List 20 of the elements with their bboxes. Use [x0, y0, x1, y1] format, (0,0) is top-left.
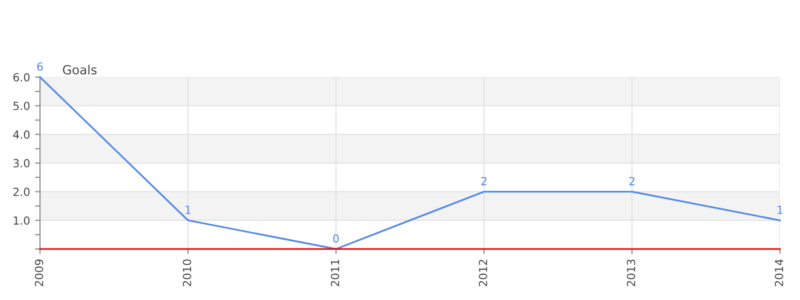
- y-tick-label: 2.0: [13, 188, 30, 196]
- y-tick-label: 1.0: [14, 216, 30, 225]
- data-label: 1: [186, 206, 191, 214]
- y-tick-label: 5.0: [13, 102, 30, 110]
- y-tick-label: 4.0: [13, 130, 30, 139]
- y-tick-label: 3.0: [13, 159, 30, 168]
- chart-title: Goals: [62, 64, 97, 74]
- y-tick-label: 6.0: [13, 73, 30, 82]
- data-label: 6: [37, 62, 43, 71]
- x-tick-label: 2013: [626, 260, 636, 286]
- data-label: 1: [778, 206, 783, 214]
- data-label: 0: [333, 234, 339, 243]
- data-label: 2: [629, 176, 634, 186]
- x-tick-label: 2012: [478, 260, 488, 286]
- line-series: [39, 76, 781, 250]
- x-tick-label: 2010: [182, 259, 192, 286]
- x-tick-label: 2014: [774, 259, 784, 286]
- x-tick-label: 2011: [330, 260, 340, 286]
- data-label: 2: [481, 176, 486, 186]
- x-tick-label: 2009: [34, 260, 44, 286]
